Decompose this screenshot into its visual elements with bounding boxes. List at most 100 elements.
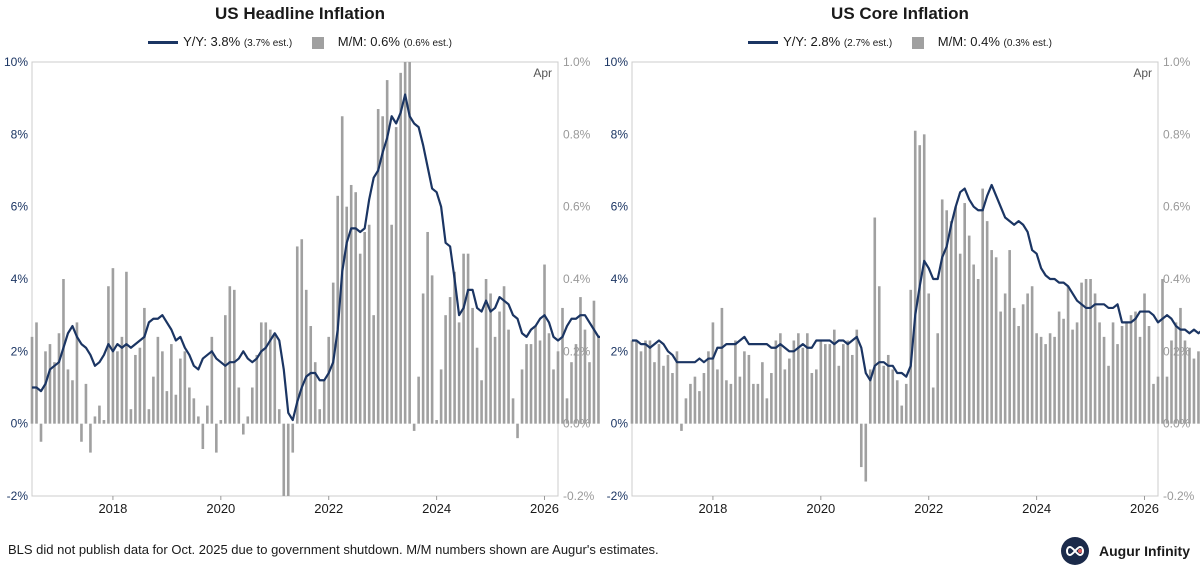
mm-bar [1125, 322, 1128, 424]
mm-bar [597, 336, 600, 424]
mm-bar [228, 286, 232, 424]
mm-bar [1111, 322, 1115, 424]
y-left-tick-label: 4% [11, 272, 29, 286]
legend-bar-swatch [311, 36, 324, 49]
mm-bar [430, 275, 434, 424]
plot-area [631, 61, 1159, 497]
mm-bar [994, 257, 998, 424]
mm-bar [170, 344, 173, 424]
mm-bar [143, 307, 146, 424]
mm-bar [233, 289, 236, 424]
mm-bar [165, 391, 169, 424]
mm-bar [797, 333, 800, 424]
mm-bar [592, 300, 596, 424]
mm-bar [309, 326, 313, 424]
mm-bar [138, 347, 142, 424]
mm-bar [747, 354, 751, 424]
mm-bar [93, 416, 97, 424]
mm-bar [462, 253, 465, 424]
mm-bar [635, 340, 638, 424]
mm-bar [421, 293, 425, 424]
infinity-logo-icon [1061, 537, 1089, 565]
mm-bar [671, 373, 674, 424]
mm-bar [161, 351, 164, 424]
mm-bar [286, 423, 290, 496]
mm-bar [729, 383, 733, 424]
y-left-tick-label: 10% [604, 55, 628, 69]
mm-bar [579, 297, 582, 424]
mm-bar [698, 391, 701, 424]
mm-bar [439, 369, 443, 424]
y-right-tick-label: 0.2% [1163, 344, 1191, 358]
legend-mm: M/M: 0.4% (0.3% est.) [911, 34, 1052, 49]
mm-bar [693, 376, 697, 424]
mm-bar [967, 235, 971, 424]
y-left-tick-label: 6% [11, 200, 29, 214]
mm-bar [264, 322, 268, 424]
mm-bar [842, 344, 845, 424]
y-left-tick-label: 0% [11, 417, 29, 431]
mm-bar [1021, 304, 1025, 424]
y-left-tick-label: 2% [11, 344, 29, 358]
mm-bar [111, 268, 115, 424]
mm-bar [201, 423, 205, 449]
mm-bar [828, 344, 832, 424]
mm-bar [981, 188, 984, 424]
mm-bar [1084, 279, 1088, 424]
mm-bar [873, 217, 877, 424]
mm-bar [493, 336, 497, 424]
y-right-tick-label: 0.8% [563, 127, 591, 141]
mm-bar [570, 362, 573, 424]
legend-yy-label: Y/Y: 3.8% [183, 34, 241, 50]
y-right-tick-label: 0.8% [1163, 127, 1191, 141]
y-right-tick-label: 1.0% [563, 55, 591, 69]
mm-bar [156, 336, 160, 424]
mm-bar [675, 351, 679, 424]
mm-bar [958, 253, 962, 424]
mm-bar [480, 380, 483, 424]
mm-bar [215, 423, 218, 453]
mm-bar [639, 351, 643, 424]
mm-bar [1026, 293, 1029, 424]
mm-bar [475, 347, 479, 424]
mm-bar [1161, 279, 1164, 424]
mm-bar [904, 383, 908, 424]
mm-bar [242, 423, 245, 435]
mm-bar [913, 130, 917, 424]
mm-bar [385, 80, 389, 424]
mm-bar [1053, 336, 1056, 424]
mm-bar [931, 387, 935, 424]
mm-bar [561, 307, 564, 424]
mm-bar [1071, 329, 1074, 424]
mm-bar [125, 271, 128, 424]
mm-bar [390, 224, 393, 424]
mm-bar [84, 383, 88, 424]
mm-bar [583, 329, 587, 424]
x-tick-label: 2018 [698, 501, 727, 516]
mm-bar [1044, 344, 1047, 424]
mm-bar [846, 340, 850, 424]
mm-bar [761, 362, 764, 424]
mm-bar [859, 423, 863, 468]
mm-bar [1134, 311, 1137, 424]
legend-line-swatch [148, 41, 179, 45]
mm-bar [1003, 293, 1007, 424]
mm-bar [891, 369, 895, 424]
mm-bar [972, 264, 975, 424]
mm-bar [354, 192, 357, 424]
mm-bar [224, 315, 227, 424]
plot-area [31, 61, 559, 497]
mm-bar [30, 336, 34, 424]
mm-bar [327, 336, 331, 424]
y-right-tick-label: -0.2% [563, 489, 595, 503]
mm-bar [444, 315, 447, 424]
mm-bar [945, 210, 949, 424]
mm-bar [426, 231, 429, 424]
y-right-tick-label: 0.6% [1163, 200, 1191, 214]
mm-bar [39, 423, 43, 442]
mm-bar [1080, 282, 1083, 424]
y-right-tick-label: 0.4% [1163, 272, 1191, 286]
mm-bar [752, 383, 755, 424]
mm-bar [666, 354, 670, 424]
mm-bar [120, 336, 124, 424]
